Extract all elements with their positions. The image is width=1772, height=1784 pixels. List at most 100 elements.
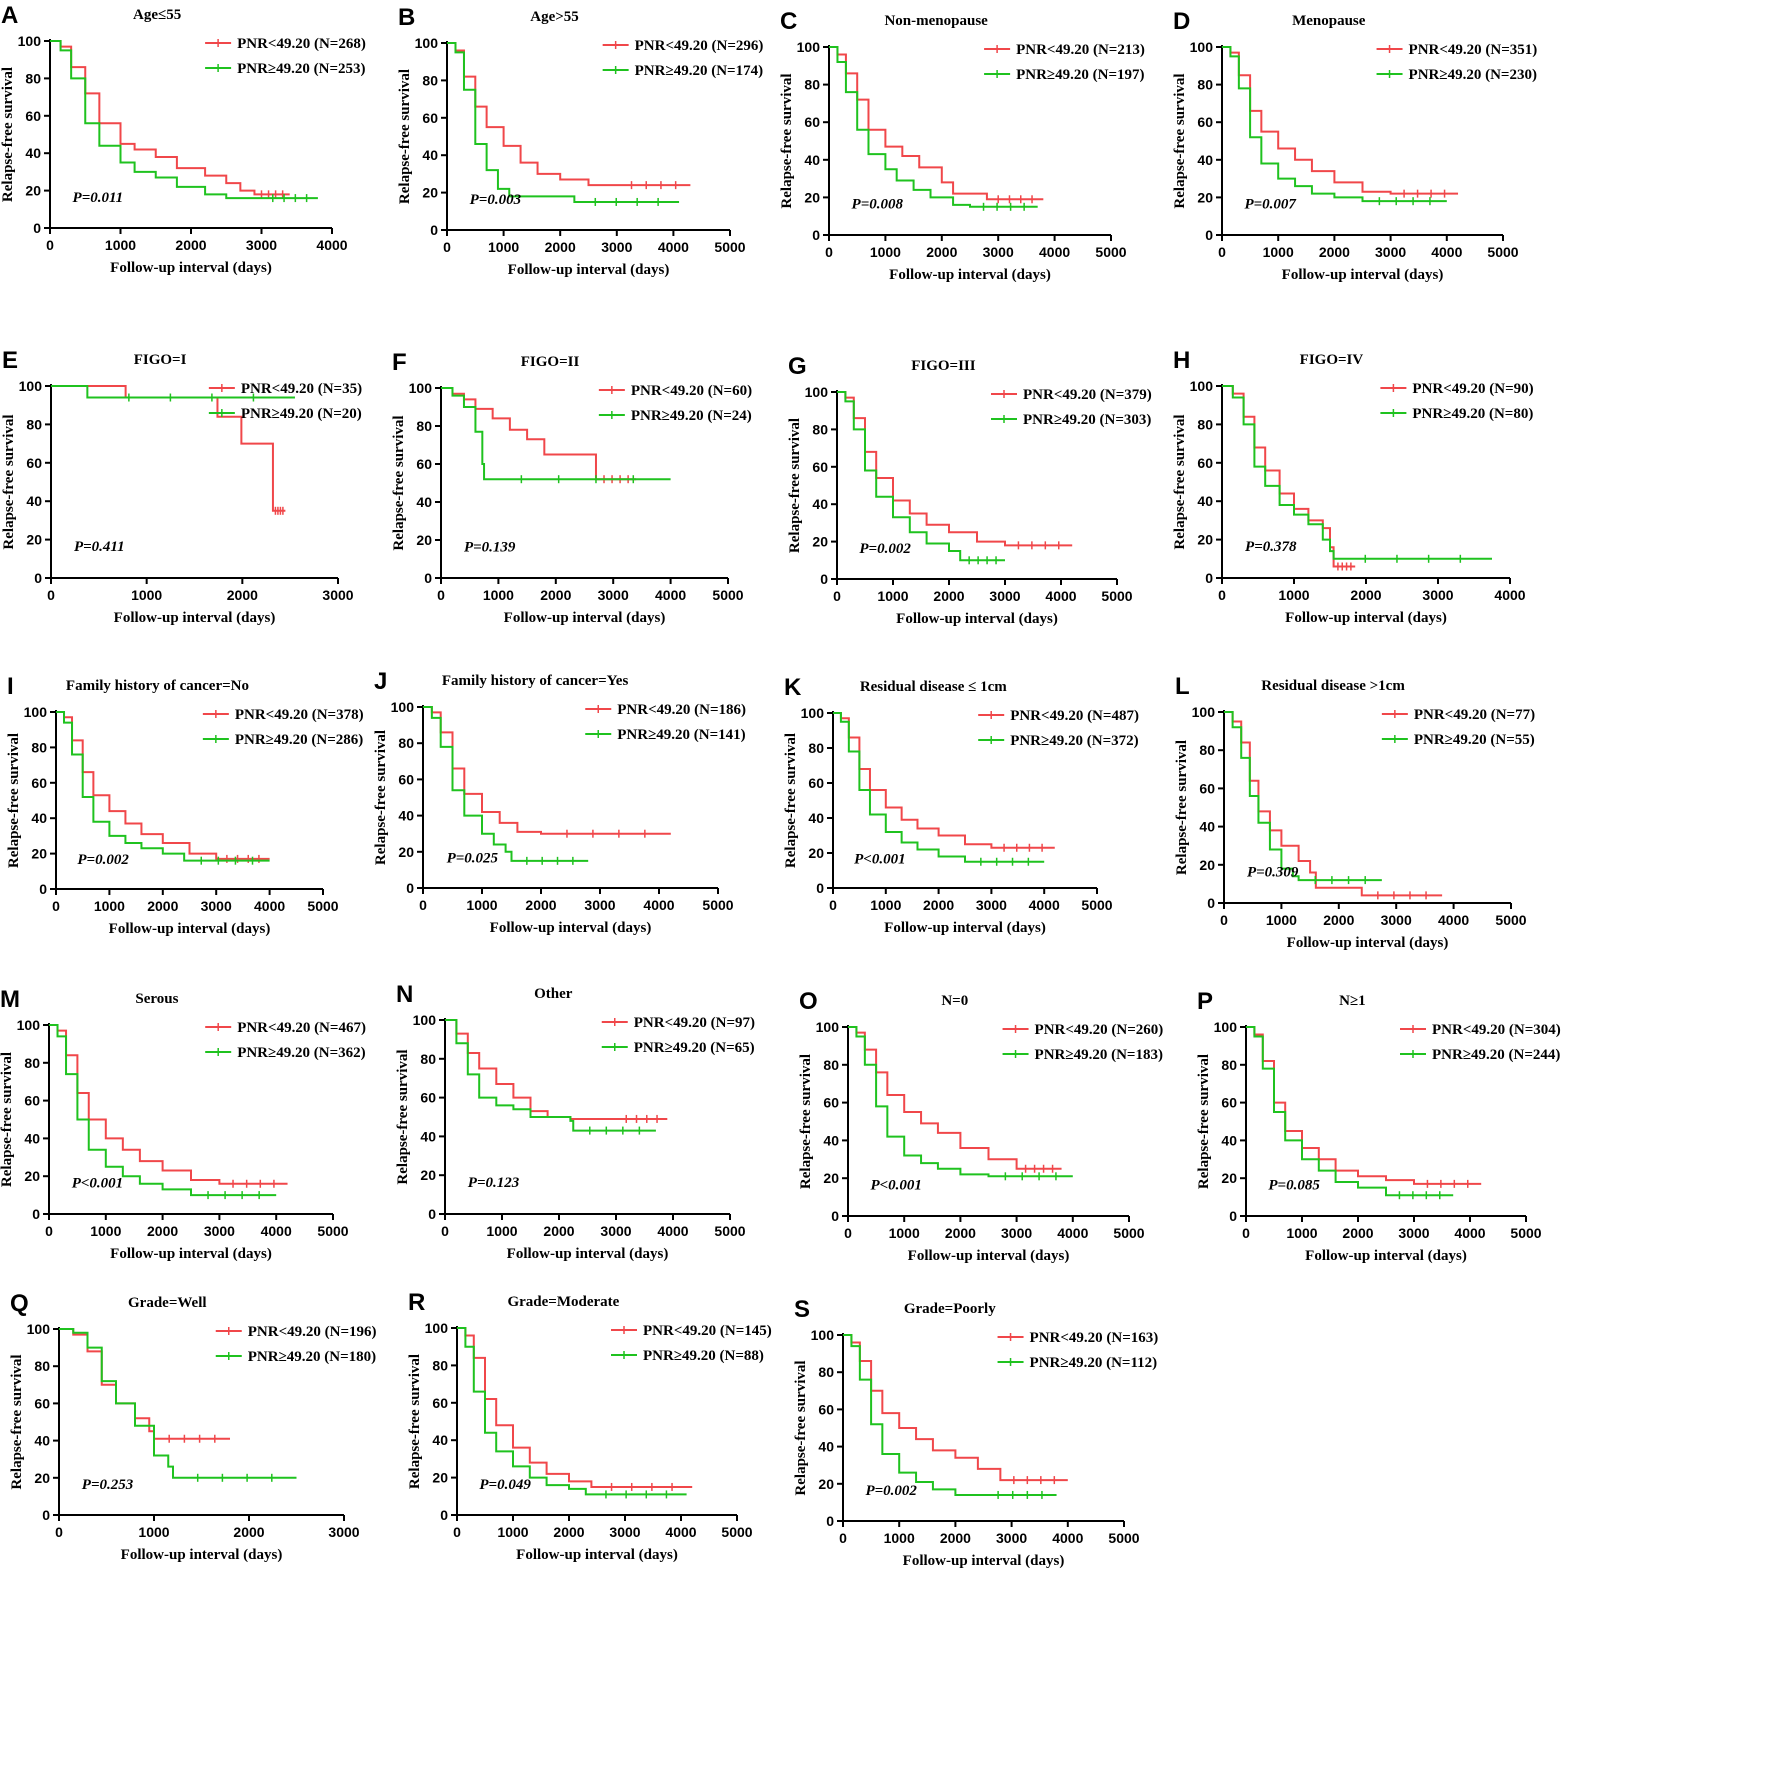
y-tick-label: 80 — [823, 1057, 839, 1073]
x-tick-label: 3000 — [1381, 912, 1412, 928]
x-tick-label: 2000 — [540, 587, 571, 603]
panel-title: Family history of cancer=No — [66, 678, 249, 694]
y-tick-label: 40 — [1197, 493, 1213, 509]
y-tick-label: 60 — [432, 1395, 448, 1411]
x-tick-label: 2000 — [175, 237, 206, 253]
y-tick-label: 20 — [818, 1476, 834, 1492]
x-axis-label: Follow-up interval (days) — [516, 1547, 678, 1563]
x-tick-label: 5000 — [1495, 912, 1526, 928]
km-curve-pnr-low — [423, 706, 671, 835]
panel-title: Non-menopause — [884, 13, 988, 29]
y-tick-label: 0 — [1207, 895, 1215, 911]
x-tick-label: 0 — [55, 1524, 63, 1540]
x-tick-label: 0 — [825, 244, 833, 260]
y-tick-label: 100 — [17, 1017, 41, 1033]
x-tick-label: 5000 — [1113, 1225, 1144, 1241]
y-tick-label: 60 — [398, 771, 414, 787]
legend-label: PNR≥49.20 (N=372) — [1010, 733, 1138, 749]
y-tick-label: 40 — [34, 1433, 50, 1449]
legend-label: PNR<49.20 (N=351) — [1409, 42, 1538, 58]
x-tick-label: 4000 — [1029, 897, 1060, 913]
p-value: P=0.123 — [468, 1175, 520, 1191]
y-tick-label: 0 — [812, 227, 820, 243]
x-tick-label: 2000 — [147, 898, 178, 914]
x-axis-label: Follow-up interval (days) — [114, 610, 276, 626]
p-value: P<0.001 — [870, 1178, 921, 1194]
km-curve-pnr-high — [837, 391, 1005, 562]
y-tick-label: 60 — [420, 1090, 436, 1106]
x-axis-label: Follow-up interval (days) — [110, 1246, 272, 1262]
panel-letter: N — [396, 981, 413, 1008]
y-axis-label: Relapse-free survival — [1196, 1054, 1212, 1189]
x-tick-label: 3000 — [996, 1530, 1027, 1546]
x-tick-label: 2000 — [923, 897, 954, 913]
panel-letter: M — [0, 986, 20, 1013]
legend-label: PNR<49.20 (N=487) — [1010, 708, 1139, 724]
x-axis-label: Follow-up interval (days) — [889, 267, 1051, 283]
x-tick-label: 2000 — [933, 588, 964, 604]
x-tick-label: 4000 — [1454, 1225, 1485, 1241]
x-tick-label: 2000 — [1342, 1225, 1373, 1241]
y-tick-label: 60 — [823, 1095, 839, 1111]
p-value: P=0.049 — [479, 1477, 531, 1493]
y-axis-label: Relapse-free survival — [6, 733, 22, 868]
x-tick-label: 2000 — [227, 587, 258, 603]
y-tick-label: 80 — [812, 421, 828, 437]
panel-letter: E — [2, 347, 18, 374]
legend-label: PNR≥49.20 (N=141) — [617, 727, 745, 743]
x-tick-label: 5000 — [1487, 244, 1518, 260]
legend-label: PNR<49.20 (N=268) — [237, 36, 366, 52]
y-tick-label: 0 — [440, 1507, 448, 1523]
km-curve-pnr-low — [848, 1026, 1062, 1170]
km-curve-pnr-high — [441, 387, 671, 481]
legend-label: PNR<49.20 (N=35) — [241, 381, 362, 397]
y-tick-label: 100 — [409, 380, 433, 396]
y-axis-label: Relapse-free survival — [397, 69, 413, 204]
y-tick-label: 20 — [416, 532, 432, 548]
y-tick-label: 20 — [422, 185, 438, 201]
km-curve-pnr-low — [829, 46, 1044, 201]
y-tick-label: 0 — [816, 880, 824, 896]
y-tick-label: 20 — [420, 1167, 436, 1183]
legend-label: PNR≥49.20 (N=20) — [241, 406, 362, 422]
x-axis-label: Follow-up interval (days) — [903, 1553, 1065, 1569]
y-tick-label: 40 — [804, 152, 820, 168]
x-tick-label: 5000 — [307, 898, 338, 914]
y-tick-label: 20 — [26, 532, 42, 548]
panel-letter: I — [7, 673, 14, 700]
y-tick-label: 80 — [808, 740, 824, 756]
panel-title: FIGO=I — [134, 352, 187, 368]
y-tick-label: 20 — [1197, 189, 1213, 205]
legend-label: PNR≥49.20 (N=112) — [1030, 1355, 1158, 1371]
x-tick-label: 1000 — [497, 1524, 528, 1540]
y-tick-label: 100 — [1190, 39, 1214, 55]
x-tick-label: 5000 — [712, 587, 743, 603]
x-tick-label: 3000 — [598, 587, 629, 603]
km-curve-pnr-high — [59, 1328, 297, 1479]
x-tick-label: 1000 — [94, 898, 125, 914]
panel-letter: D — [1173, 8, 1190, 35]
x-tick-label: 2000 — [1319, 244, 1350, 260]
y-axis-label: Relapse-free survival — [0, 67, 16, 202]
y-axis-label: Relapse-free survival — [787, 418, 803, 553]
panel-letter: G — [788, 353, 807, 380]
y-tick-label: 80 — [416, 418, 432, 434]
panel-letter: S — [794, 1296, 810, 1323]
y-tick-label: 100 — [413, 1012, 437, 1028]
y-tick-label: 40 — [1221, 1132, 1237, 1148]
x-tick-label: 4000 — [316, 237, 347, 253]
y-tick-label: 40 — [812, 496, 828, 512]
y-tick-label: 0 — [1229, 1208, 1237, 1224]
x-tick-label: 0 — [453, 1524, 461, 1540]
x-tick-label: 5000 — [721, 1524, 752, 1540]
x-tick-label: 0 — [45, 1223, 53, 1239]
y-tick-label: 100 — [1190, 378, 1214, 394]
p-value: P=0.411 — [74, 539, 125, 555]
y-tick-label: 0 — [39, 881, 47, 897]
